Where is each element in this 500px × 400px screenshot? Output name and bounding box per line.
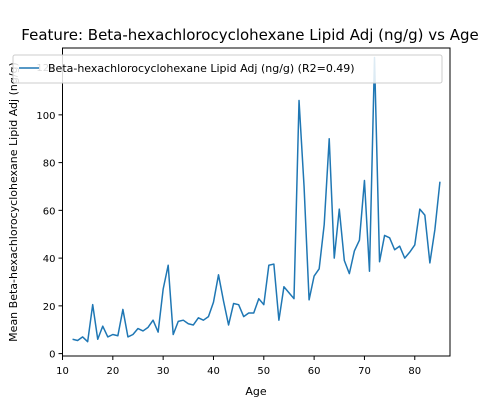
x-tick-label: 40 <box>207 366 220 377</box>
y-tick-label: 80 <box>43 159 56 170</box>
x-tick-label: 70 <box>358 366 371 377</box>
x-tick-label: 60 <box>308 366 321 377</box>
x-axis-label: Age <box>245 385 267 398</box>
x-tick-label: 20 <box>106 366 119 377</box>
legend-label: Beta-hexachlorocyclohexane Lipid Adj (ng… <box>48 62 355 75</box>
y-tick-label: 100 <box>36 111 55 122</box>
plot-frame <box>62 47 451 357</box>
legend: Beta-hexachlorocyclohexane Lipid Adj (ng… <box>12 54 443 84</box>
x-tick-label: 30 <box>157 366 170 377</box>
chart-title: Feature: Beta-hexachlorocyclohexane Lipi… <box>21 26 478 44</box>
y-axis-label: Mean Beta-hexachlorocyclohexane Lipid Ad… <box>7 62 20 342</box>
x-tick-label: 80 <box>408 366 421 377</box>
y-axis: 020406080100120 <box>36 63 63 361</box>
x-tick-label: 10 <box>56 366 69 377</box>
y-tick-label: 20 <box>43 302 56 313</box>
x-axis: 10 20 30 40 50 60 70 80 <box>56 356 421 377</box>
legend-box <box>12 54 443 84</box>
x-tick-label: 50 <box>257 366 270 377</box>
y-tick-label: 60 <box>43 206 56 217</box>
y-tick-label: 40 <box>43 254 56 265</box>
series-line <box>72 56 441 343</box>
series-layer <box>72 56 441 343</box>
y-tick-label: 0 <box>49 350 55 361</box>
